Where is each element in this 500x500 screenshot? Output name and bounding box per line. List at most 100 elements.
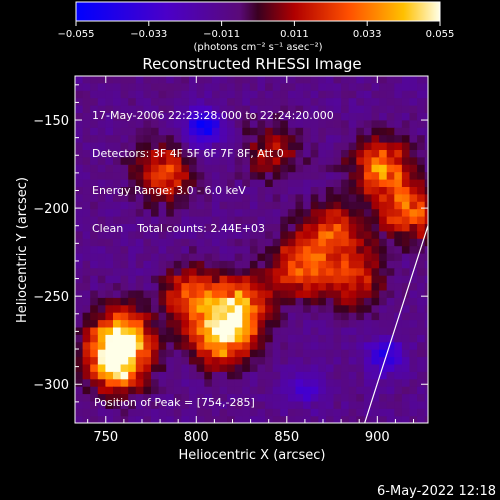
heatmap-cell (181, 231, 190, 240)
heatmap-cell (166, 424, 174, 432)
heatmap-cell (333, 290, 342, 299)
heatmap-cell (234, 127, 243, 136)
heatmap-cell (318, 172, 327, 181)
heatmap-cell (379, 275, 388, 284)
heatmap-cell (128, 135, 137, 144)
heatmap-cell (189, 401, 198, 410)
heatmap-cell (105, 349, 114, 358)
heatmap-cell (379, 187, 388, 195)
heatmap-cell (135, 290, 144, 299)
heatmap-cell (181, 327, 190, 336)
heatmap-cell (189, 416, 198, 423)
heatmap-cell (143, 179, 152, 188)
heatmap-cell (173, 135, 182, 144)
heatmap-cell (348, 371, 357, 380)
heatmap-cell (356, 379, 365, 388)
heatmap-cell (310, 297, 319, 306)
heatmap-cell (196, 342, 205, 351)
heatmap-cell (363, 172, 373, 181)
heatmap-cell (211, 120, 221, 129)
heatmap-cell (151, 113, 160, 121)
heatmap-cell (272, 187, 281, 195)
heatmap-cell (120, 268, 129, 277)
heatmap-cell (227, 260, 236, 269)
heatmap-cell (82, 194, 91, 203)
heatmap-cell (158, 76, 167, 84)
heatmap-cell (272, 209, 281, 218)
heatmap-cell (272, 98, 281, 107)
heatmap-cell (257, 113, 266, 121)
heatmap-cell (409, 187, 418, 195)
heatmap-cell (265, 357, 274, 366)
heatmap-cell (287, 297, 297, 306)
heatmap-cell (151, 216, 160, 225)
heatmap-cell (348, 83, 357, 92)
y-tick-label: −200 (33, 202, 69, 217)
heatmap-cell (242, 135, 251, 144)
heatmap-cell (105, 238, 114, 247)
heatmap-cell (318, 327, 327, 336)
heatmap-cell (371, 364, 380, 373)
heatmap-cell (249, 357, 259, 366)
heatmap-cell (211, 320, 221, 329)
heatmap-cell (234, 164, 243, 173)
heatmap-cell (265, 187, 274, 195)
heatmap-cell (181, 135, 190, 144)
heatmap-cell (280, 401, 289, 410)
heatmap-cell (295, 194, 304, 203)
heatmap-cell (379, 201, 388, 210)
heatmap-cell (424, 231, 428, 240)
heatmap-cell (333, 187, 342, 195)
heatmap-cell (333, 127, 342, 136)
heatmap-cell (143, 357, 152, 366)
heatmap-cell (295, 334, 304, 343)
heatmap-cell (258, 424, 266, 432)
heatmap-cell (227, 268, 236, 277)
heatmap-cell (379, 150, 388, 158)
heatmap-cell (196, 142, 205, 151)
heatmap-cell (265, 320, 274, 329)
heatmap-cell (424, 179, 428, 188)
heatmap-cell (310, 90, 319, 99)
heatmap-cell (432, 350, 440, 358)
heatmap-cell (265, 142, 274, 151)
heatmap-cell (295, 105, 304, 114)
heatmap-cell (90, 342, 99, 351)
heatmap-cell (151, 349, 160, 358)
heatmap-cell (158, 179, 167, 188)
heatmap-cell (386, 172, 395, 181)
heatmap-cell (82, 216, 91, 225)
heatmap-cell (303, 357, 312, 366)
heatmap-cell (265, 342, 274, 351)
heatmap-cell (379, 357, 388, 366)
heatmap-cell (151, 135, 160, 144)
heatmap-cell (318, 275, 327, 284)
heatmap-cell (75, 260, 84, 269)
heatmap-cell (234, 297, 243, 306)
heatmap-cell (333, 172, 342, 181)
heatmap-cell (303, 127, 312, 136)
heatmap-cell (120, 76, 129, 84)
heatmap-cell (280, 357, 289, 366)
heatmap-cell (303, 164, 312, 173)
heatmap-cell (310, 201, 319, 210)
heatmap-cell (287, 113, 297, 121)
heatmap-cell (219, 179, 228, 188)
heatmap-cell (128, 76, 137, 84)
heatmap-cell (356, 157, 365, 166)
heatmap-cell (181, 416, 190, 423)
heatmap-cell (219, 120, 228, 129)
heatmap-cell (128, 349, 137, 358)
heatmap-cell (363, 120, 373, 129)
heatmap-cell (242, 164, 251, 173)
heatmap-cell (265, 164, 274, 173)
heatmap-cell (325, 150, 335, 158)
heatmap-cell (341, 187, 350, 195)
heatmap-cell (424, 320, 428, 329)
heatmap-cell (257, 327, 266, 336)
heatmap-cell (265, 275, 274, 284)
heatmap-cell (386, 120, 395, 129)
heatmap-cell (166, 357, 175, 366)
heatmap-cell (82, 209, 91, 218)
heatmap-cell (310, 105, 319, 114)
